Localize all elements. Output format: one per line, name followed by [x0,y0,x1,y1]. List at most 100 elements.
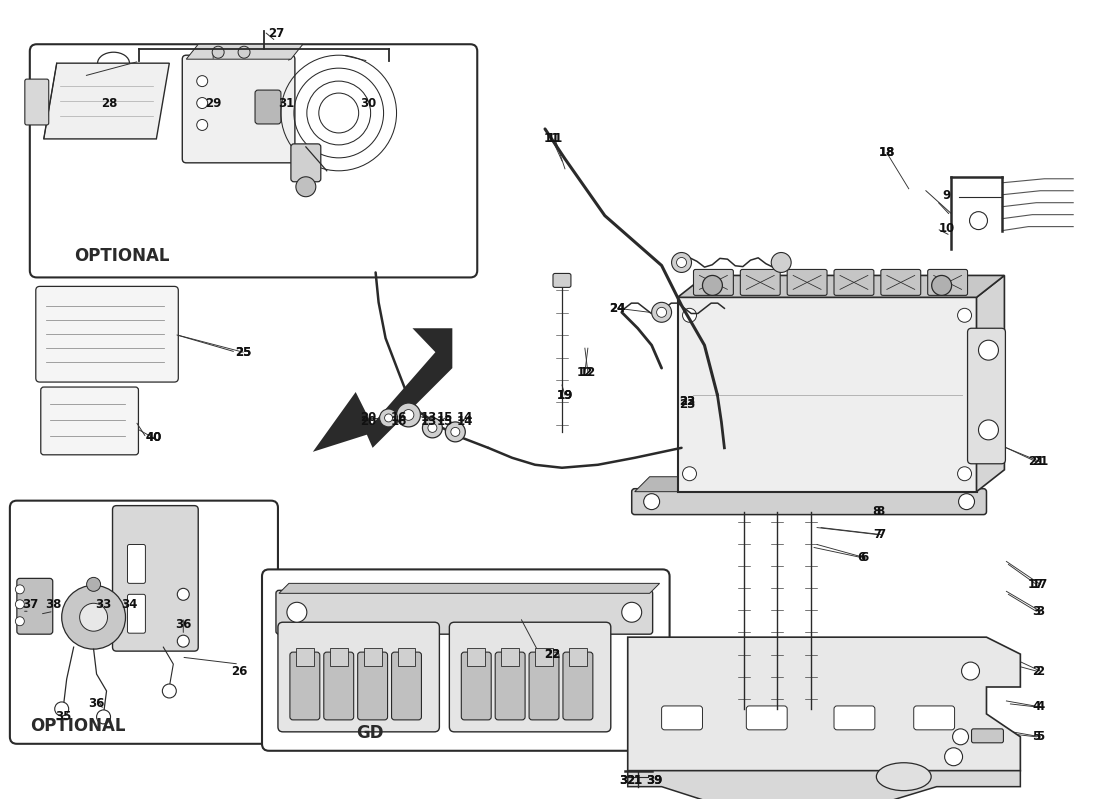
FancyBboxPatch shape [788,270,827,295]
FancyBboxPatch shape [678,298,977,492]
Text: 34: 34 [121,598,138,610]
FancyBboxPatch shape [128,545,145,583]
Circle shape [197,76,208,86]
Text: 18: 18 [879,146,895,159]
FancyBboxPatch shape [10,501,278,744]
FancyBboxPatch shape [290,652,320,720]
Circle shape [979,420,999,440]
FancyBboxPatch shape [30,44,477,278]
Circle shape [945,748,962,766]
FancyBboxPatch shape [330,648,348,666]
Circle shape [961,662,979,680]
FancyBboxPatch shape [502,648,519,666]
Circle shape [79,603,108,631]
Text: 4: 4 [1032,701,1041,714]
FancyBboxPatch shape [968,328,1005,464]
FancyBboxPatch shape [278,622,439,732]
Text: 6: 6 [857,551,865,564]
Text: 18: 18 [879,146,895,159]
FancyBboxPatch shape [553,274,571,287]
Text: 26: 26 [231,665,248,678]
FancyBboxPatch shape [535,648,553,666]
Polygon shape [635,477,983,492]
Text: 25: 25 [235,346,251,358]
FancyBboxPatch shape [183,55,295,163]
Circle shape [958,494,975,510]
Circle shape [197,98,208,109]
Circle shape [87,578,100,591]
Text: 35: 35 [55,710,72,723]
Circle shape [177,588,189,600]
Circle shape [771,253,791,273]
Text: 5: 5 [1036,730,1044,743]
Text: 8: 8 [872,505,881,518]
Circle shape [428,423,437,432]
FancyBboxPatch shape [41,387,139,455]
Text: 11: 11 [543,133,560,146]
Polygon shape [365,328,452,448]
Text: 13: 13 [420,411,437,425]
FancyBboxPatch shape [364,648,382,666]
Text: 28: 28 [101,97,118,110]
Text: 8: 8 [877,505,886,518]
FancyBboxPatch shape [112,506,198,651]
FancyBboxPatch shape [693,270,734,295]
Circle shape [15,617,24,626]
FancyBboxPatch shape [323,652,354,720]
FancyBboxPatch shape [461,652,492,720]
FancyBboxPatch shape [881,270,921,295]
FancyBboxPatch shape [16,578,53,634]
Text: 39: 39 [647,774,663,787]
Text: 21: 21 [1032,455,1048,468]
Text: 16: 16 [390,415,407,429]
Text: 20: 20 [361,411,377,425]
Text: 25: 25 [235,346,251,358]
Circle shape [953,729,968,745]
FancyBboxPatch shape [397,648,416,666]
Circle shape [672,253,692,273]
Circle shape [651,302,672,322]
Text: 20: 20 [361,415,377,429]
Ellipse shape [877,762,932,790]
Circle shape [703,275,723,295]
Circle shape [682,308,696,322]
FancyBboxPatch shape [392,652,421,720]
Circle shape [379,409,397,427]
FancyBboxPatch shape [468,648,485,666]
Text: 32: 32 [619,774,636,787]
Text: 32: 32 [619,774,636,787]
Text: 10: 10 [938,222,955,235]
Text: 14: 14 [458,415,473,429]
Polygon shape [678,275,1004,298]
Circle shape [212,46,224,58]
Circle shape [55,702,68,716]
Text: 37: 37 [22,598,37,610]
Circle shape [163,684,176,698]
Text: 27: 27 [267,26,284,40]
FancyBboxPatch shape [296,648,314,666]
FancyBboxPatch shape [276,590,652,634]
FancyBboxPatch shape [834,706,874,730]
FancyBboxPatch shape [262,570,670,750]
Text: 11: 11 [547,133,563,146]
Circle shape [422,418,442,438]
FancyBboxPatch shape [746,706,788,730]
Text: 22: 22 [543,648,560,661]
Polygon shape [279,583,660,594]
Text: 3: 3 [1036,605,1044,618]
Text: 2: 2 [1036,665,1044,678]
Text: 12: 12 [580,366,596,378]
Circle shape [287,602,307,622]
Text: 31: 31 [278,97,294,110]
Text: 24: 24 [609,302,626,315]
FancyBboxPatch shape [495,652,525,720]
Circle shape [621,602,641,622]
Text: 30: 30 [361,97,377,110]
Text: 22: 22 [680,395,695,409]
Circle shape [197,119,208,130]
Circle shape [296,177,316,197]
Text: 40: 40 [145,431,162,444]
Polygon shape [628,770,1021,800]
Text: 9: 9 [943,190,950,202]
FancyBboxPatch shape [740,270,780,295]
